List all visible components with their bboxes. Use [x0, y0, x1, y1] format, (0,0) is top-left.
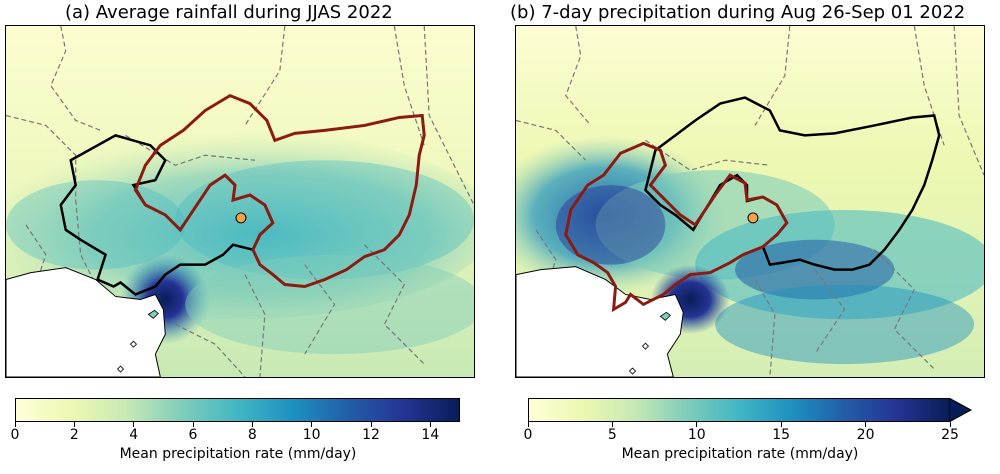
panel-b-tick-mark: [696, 422, 698, 427]
panel-a-rain-band: [6, 130, 474, 320]
panel-a-tick-label: 0: [10, 427, 20, 443]
panel-a-south-band: [185, 254, 474, 355]
panel-b-country-borders: [516, 26, 984, 377]
panel-a-location-marker: [235, 212, 247, 224]
panel-a-tick-mark: [73, 422, 75, 427]
panel-a-tick-label: 10: [302, 427, 321, 443]
panel-a-tick-label: 8: [247, 427, 257, 443]
panel-b-tick-label: 20: [856, 427, 875, 443]
panel-a-tick-label: 2: [69, 427, 79, 443]
panel-a-tick-label: 6: [188, 427, 198, 443]
panel-a-colorbar-label: Mean precipitation rate (mm/day): [119, 446, 357, 462]
panel-b-ocean: [516, 266, 684, 377]
panel-a-island: [147, 309, 159, 319]
panel-b-tick-label: 10: [687, 427, 706, 443]
panel-a-tick-mark: [14, 422, 16, 427]
panel-b-map: [515, 25, 985, 378]
panel-b-red-outline: [564, 141, 789, 313]
panel-b-islet: [641, 342, 649, 350]
panel-b-tick-label: 25: [941, 427, 959, 443]
panel-b-south-band: [715, 284, 975, 365]
panel-a-tick-label: 4: [129, 427, 139, 443]
panel-b-tick-label: 0: [523, 427, 533, 443]
panel-b-map-svg: [516, 26, 984, 377]
panel-a-ocean: [6, 267, 166, 377]
panel-a-rain-band-3: [6, 180, 186, 270]
panel-a-tick-mark: [251, 422, 253, 427]
panel-b-tick-mark: [527, 422, 529, 427]
panel-b-colorbar-extend-arrow: [949, 398, 973, 422]
panel-a-islet-2: [116, 365, 125, 373]
panel-b-title: (b) 7-day precipitation during Aug 26-Se…: [510, 2, 966, 23]
panel-a-tick-label: 14: [421, 427, 440, 443]
panel-a-title: (a) Average rainfall during JJAS 2022: [65, 2, 393, 23]
panel-b-tick-mark: [865, 422, 867, 427]
panel-a-islet: [129, 340, 138, 348]
panel-b-location-marker: [747, 212, 759, 224]
panel-b-colorbar-wrap: [528, 398, 973, 422]
panel-b-east-core: [735, 239, 895, 300]
panel-a-tick-mark: [370, 422, 372, 427]
panel-b-islet-2: [628, 367, 637, 375]
panel-a-tick-mark: [311, 422, 313, 427]
panel-b-tick-mark: [949, 422, 951, 427]
panel-a-tick-label: 12: [362, 427, 380, 443]
panel-b-west-core: [555, 185, 666, 265]
panel-b-island: [659, 311, 671, 321]
panel-a-tick-mark: [192, 422, 194, 427]
panel-b-tick-label: 5: [607, 427, 617, 443]
panel-b-tick-mark: [780, 422, 782, 427]
panel-b-colorbar: [528, 398, 950, 422]
panel-a-colorbar: [15, 398, 460, 422]
panel-a-map-svg: [6, 26, 474, 377]
panel-a-red-outline: [133, 93, 426, 289]
panel-b-tick-mark: [611, 422, 613, 427]
panel-b-tick-label: 15: [772, 427, 791, 443]
panel-a-map: [5, 25, 475, 378]
panel-a-tick-mark: [133, 422, 135, 427]
panel-a-tick-mark: [429, 422, 431, 427]
panel-b-colorbar-label: Mean precipitation rate (mm/day): [621, 446, 859, 462]
panel-b-black-outline: [644, 96, 941, 271]
